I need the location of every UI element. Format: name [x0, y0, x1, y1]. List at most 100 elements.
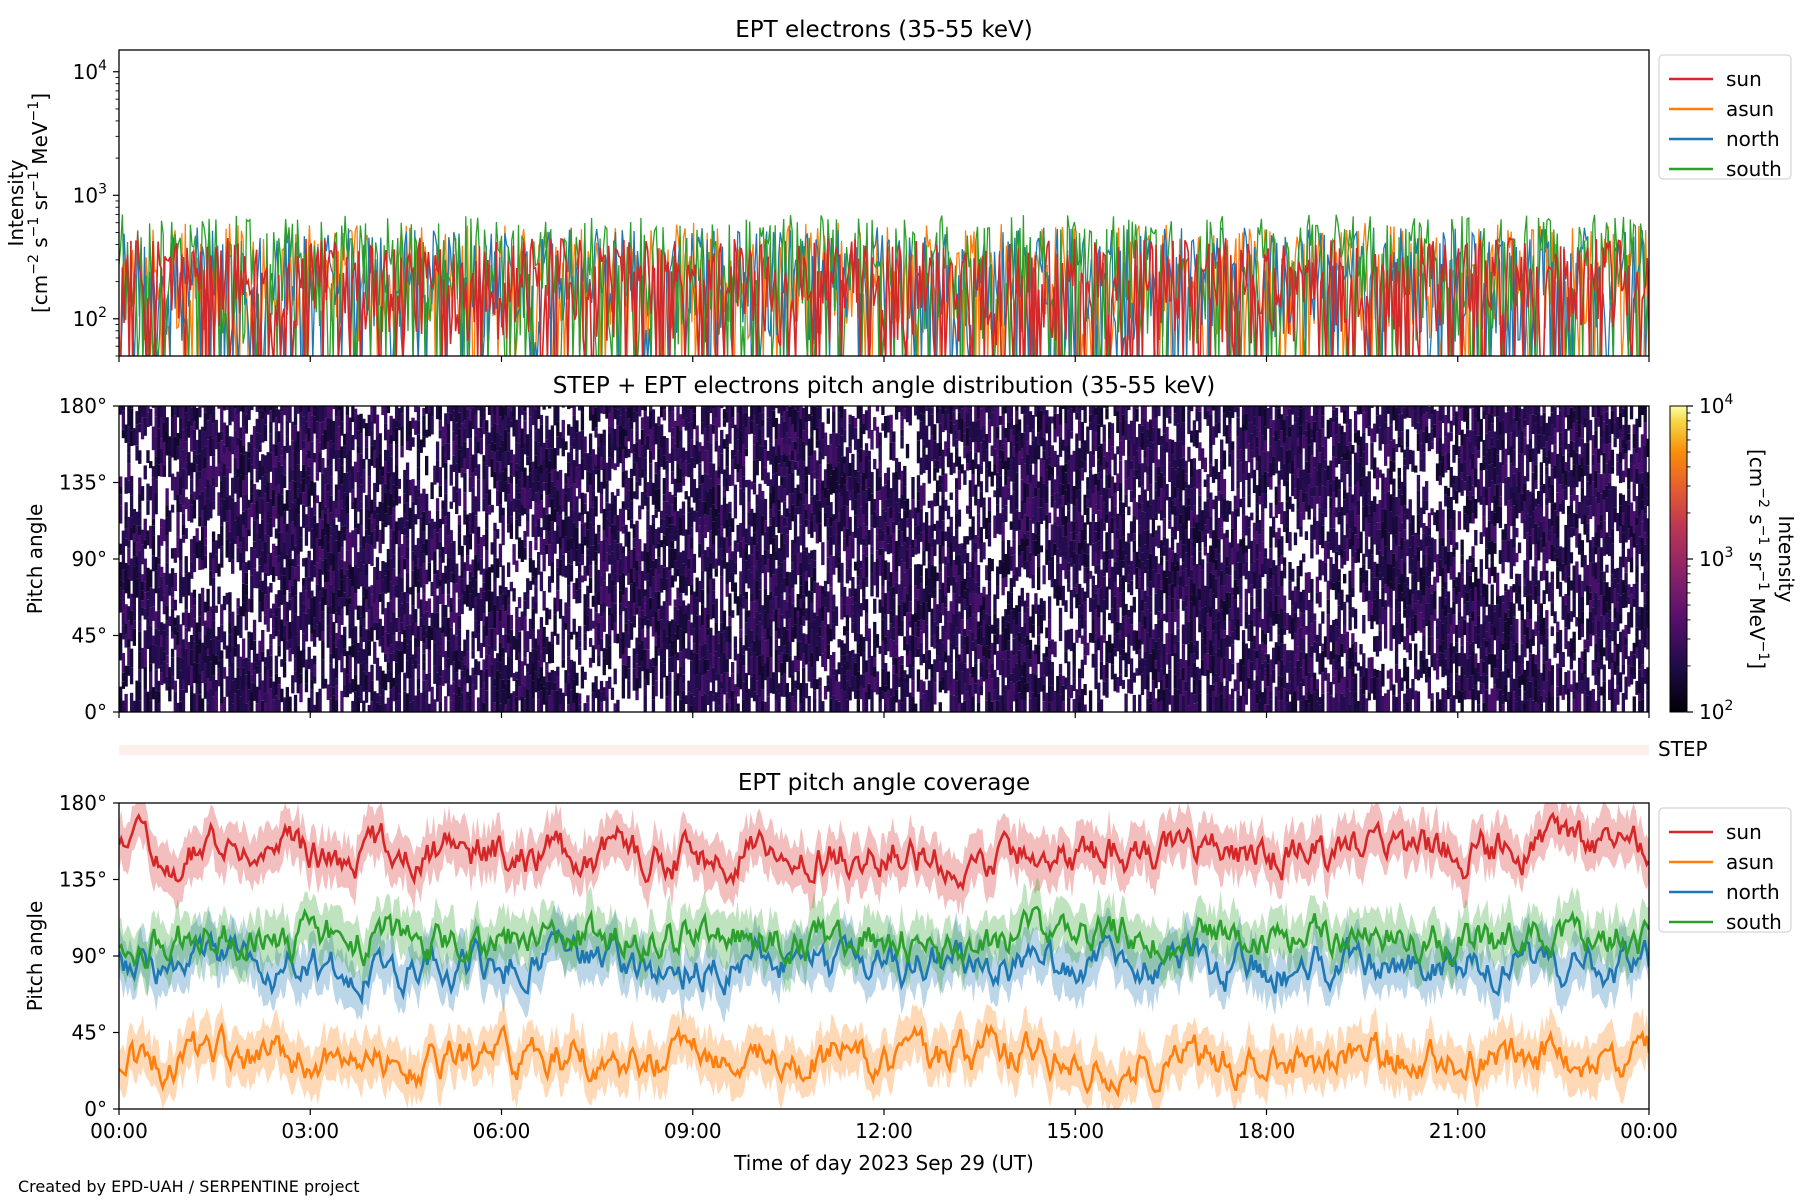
heatmap-cell — [963, 446, 967, 459]
heatmap-cell — [250, 434, 254, 444]
series-line-north — [120, 227, 1649, 356]
heatmap-cell — [930, 564, 934, 577]
heatmap-cell — [326, 571, 330, 583]
heatmap-cell — [957, 595, 962, 604]
heatmap-cell — [509, 420, 514, 428]
heatmap-cell — [763, 440, 768, 450]
heatmap-cell — [752, 512, 757, 533]
heatmap-cell — [821, 439, 825, 460]
heatmap-cell — [414, 555, 418, 566]
heatmap-cell — [586, 695, 590, 703]
heatmap-cell — [468, 564, 473, 572]
heatmap-cell — [867, 672, 871, 684]
heatmap-cell — [853, 499, 858, 516]
heatmap-cell — [414, 565, 418, 576]
heatmap-cell — [359, 686, 363, 703]
heatmap-cell — [761, 406, 765, 413]
heatmap-cell — [916, 475, 921, 492]
heatmap-cell — [635, 541, 639, 561]
heatmap-cell — [706, 461, 710, 475]
heatmap-cell — [460, 423, 464, 446]
heatmap-cell — [679, 593, 683, 606]
heatmap-cell — [501, 635, 505, 648]
heatmap-cell — [938, 572, 942, 589]
heatmap-cell — [564, 536, 568, 553]
heatmap-cell — [127, 540, 131, 549]
heatmap-cell — [621, 406, 626, 428]
heatmap-cell — [501, 593, 505, 606]
heatmap-cell — [848, 670, 852, 686]
heatmap-cell — [960, 406, 964, 409]
heatmap-cell — [334, 562, 339, 577]
heatmap-cell — [195, 408, 199, 430]
heatmap-cell — [815, 633, 820, 646]
heatmap-cell — [821, 638, 825, 654]
heatmap-cell — [654, 611, 658, 633]
heatmap-cell — [561, 519, 565, 538]
heatmap-cell — [425, 638, 429, 650]
heatmap-cell — [659, 630, 664, 649]
heatmap-cell — [348, 540, 352, 565]
heatmap-cell — [752, 673, 757, 692]
heatmap-cell — [796, 461, 800, 469]
heatmap-cell — [356, 684, 361, 697]
heatmap-cell — [378, 470, 382, 485]
heatmap-cell — [419, 617, 423, 628]
heatmap-cell — [523, 592, 527, 601]
heatmap-cell — [170, 657, 175, 677]
heatmap-cell — [919, 406, 923, 414]
heatmap-cell — [556, 436, 560, 456]
heatmap-cell — [894, 582, 899, 594]
heatmap-cell — [941, 467, 945, 476]
heatmap-cell — [482, 408, 486, 420]
heatmap-cell — [482, 479, 486, 499]
heatmap-cell — [608, 573, 612, 594]
heatmap-cell — [700, 625, 705, 646]
heatmap-cell — [679, 468, 683, 484]
heatmap-cell — [310, 671, 314, 680]
heatmap-cell — [810, 559, 814, 577]
heatmap-cell — [321, 560, 325, 575]
heatmap-cell — [837, 462, 841, 485]
heatmap-cell — [905, 643, 910, 656]
heatmap-cell — [662, 567, 667, 590]
heatmap-cell — [935, 625, 940, 642]
heatmap-cell — [766, 656, 770, 678]
heatmap-cell — [728, 593, 732, 617]
heatmap-cell — [498, 679, 503, 704]
heatmap-cell — [159, 647, 164, 666]
heatmap-cell — [733, 648, 738, 661]
heatmap-cell — [192, 641, 197, 653]
heatmap-cell — [949, 601, 953, 623]
heatmap-cell — [739, 452, 743, 470]
heatmap-cell — [397, 674, 402, 694]
heatmap-cell — [307, 608, 311, 625]
heatmap-cell — [547, 672, 552, 682]
heatmap-cell — [955, 670, 959, 681]
heatmap-cell — [979, 662, 983, 678]
heatmap-cell — [968, 617, 973, 631]
heatmap-cell — [247, 451, 251, 459]
heatmap-cell — [564, 473, 568, 485]
heatmap-cell — [771, 556, 776, 575]
heatmap-cell — [517, 492, 522, 500]
heatmap-cell — [752, 601, 757, 618]
heatmap-cell — [766, 677, 770, 697]
heatmap-cell — [545, 662, 549, 670]
heatmap-cell — [875, 491, 880, 516]
heatmap-cell — [121, 406, 126, 411]
heatmap-cell — [886, 479, 891, 499]
heatmap-cell — [173, 680, 177, 692]
heatmap-cell — [190, 561, 194, 579]
heatmap-cell — [326, 552, 330, 564]
heatmap-cell — [329, 535, 333, 553]
heatmap-cell — [862, 652, 866, 675]
heatmap-cell — [834, 669, 839, 682]
heatmap-cell — [965, 413, 970, 428]
heatmap-cell — [567, 607, 571, 625]
heatmap-cell — [252, 484, 257, 504]
heatmap-cell — [444, 516, 448, 525]
heatmap-cell — [670, 640, 675, 650]
heatmap-cell — [250, 503, 254, 518]
heatmap-cell — [711, 680, 716, 695]
